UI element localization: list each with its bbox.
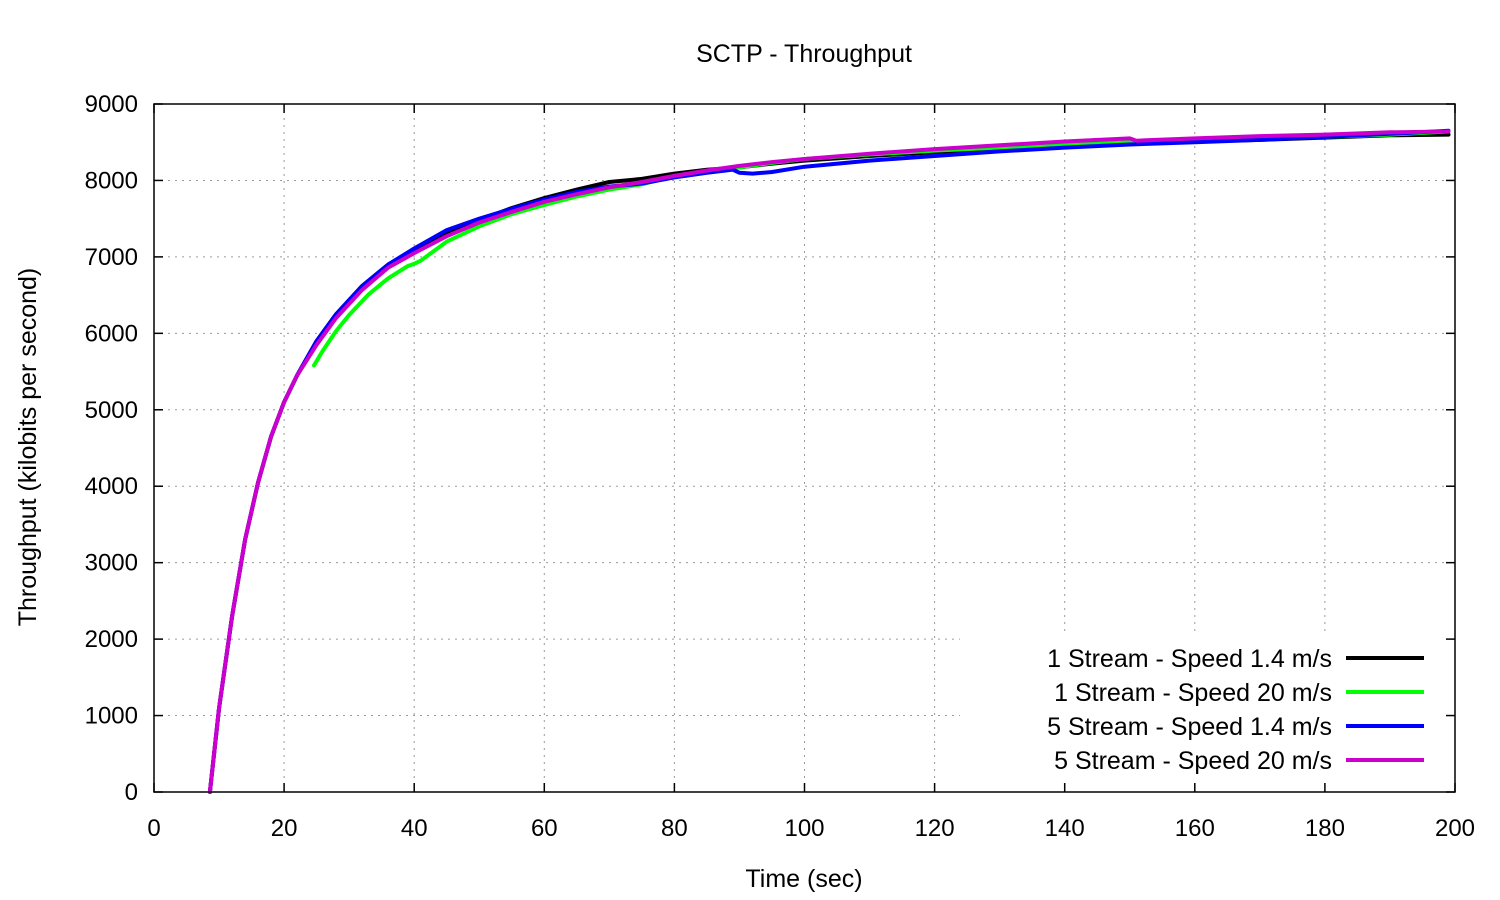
y-tick-label: 6000 [85, 320, 138, 347]
legend-label: 1 Stream - Speed 1.4 m/s [1047, 645, 1332, 673]
x-tick-label: 200 [1435, 815, 1475, 842]
y-tick-label: 1000 [85, 703, 138, 730]
x-tick-label: 40 [401, 815, 428, 842]
y-tick-label: 4000 [85, 473, 138, 500]
x-tick-label: 140 [1045, 815, 1085, 842]
x-tick-label: 180 [1305, 815, 1345, 842]
x-axis-label: Time (sec) [745, 865, 862, 893]
y-tick-label: 0 [125, 779, 138, 806]
chart-title: SCTP - Throughput [696, 40, 912, 68]
x-tick-label: 0 [147, 815, 160, 842]
x-tick-label: 100 [784, 815, 824, 842]
legend-label: 5 Stream - Speed 20 m/s [1054, 747, 1332, 775]
x-tick-label: 160 [1175, 815, 1215, 842]
series-line-4 [207, 129, 1451, 794]
y-tick-label: 5000 [85, 397, 138, 424]
x-tick-label: 20 [271, 815, 298, 842]
y-tick-label: 9000 [85, 91, 138, 118]
series-line-2 [312, 129, 1451, 368]
y-tick-label: 7000 [85, 244, 138, 271]
series-lines [207, 128, 1451, 794]
grid-lines [154, 104, 1455, 792]
legend-background [960, 636, 1445, 782]
legend: 1 Stream - Speed 1.4 m/s 1 Stream - Speed… [1047, 645, 1424, 775]
y-tick-label: 8000 [85, 167, 138, 194]
legend-label: 5 Stream - Speed 1.4 m/s [1047, 713, 1332, 741]
legend-label: 1 Stream - Speed 20 m/s [1054, 679, 1332, 707]
y-axis-label: Throughput (kilobits per second) [14, 268, 42, 627]
y-tick-label: 2000 [85, 626, 138, 653]
x-tick-label: 120 [915, 815, 955, 842]
axis-ticks: 0 20 40 60 80 100 120 140 160 180 2000100020003000… [85, 91, 1475, 842]
x-tick-label: 80 [661, 815, 688, 842]
x-tick-label: 60 [531, 815, 558, 842]
y-tick-label: 3000 [85, 550, 138, 577]
